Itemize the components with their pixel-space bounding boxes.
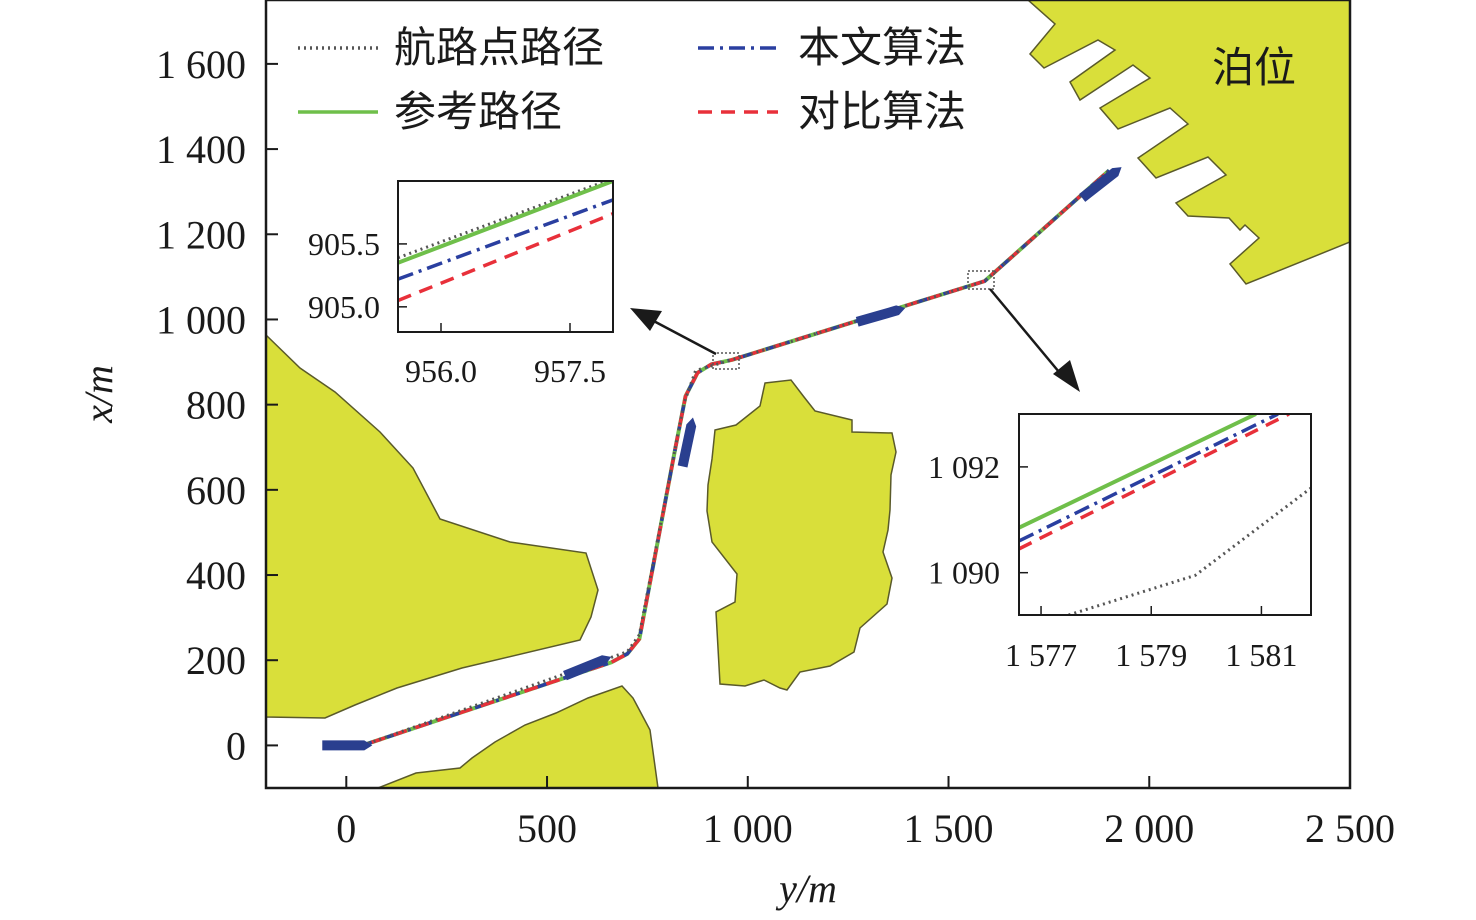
inset-1-ticks: 956.0 957.5 905.0 905.5 — [308, 226, 606, 389]
y-axis-title: x/m — [76, 365, 121, 424]
land-region-south — [377, 685, 659, 788]
inset-2-background — [1019, 414, 1311, 615]
ship-marker — [322, 740, 373, 751]
y-tick-label: 200 — [186, 638, 246, 683]
berth-label: 泊位 — [1212, 43, 1296, 92]
y-tick-label: 600 — [186, 468, 246, 513]
y-tick-label: 800 — [186, 383, 246, 428]
inset-1-series-line — [398, 212, 613, 303]
callout-arrow-1 — [630, 308, 717, 356]
inset-y-tick-label: 1 090 — [928, 555, 1000, 591]
inset-y-tick-label: 905.5 — [308, 226, 380, 262]
x-tick-label: 1 000 — [703, 806, 793, 851]
ship-marker — [563, 655, 612, 681]
inset-1-series-line — [398, 181, 613, 265]
inset-x-tick-label: 1 581 — [1225, 637, 1297, 673]
inset-1: 956.0 957.5 905.0 905.5 — [308, 180, 614, 389]
inset-x-tick-label: 957.5 — [534, 353, 606, 389]
legend-label-reference: 参考路径 — [394, 87, 562, 136]
ship-marker — [1079, 167, 1122, 202]
inset-2-frame — [1018, 413, 1312, 616]
y-tick-label: 1 600 — [156, 42, 246, 87]
inset-2-series-line — [1019, 414, 1257, 530]
inset-y-tick-label: 1 092 — [928, 449, 1000, 485]
x-tick-label: 2 000 — [1104, 806, 1194, 851]
y-tick-label: 1 400 — [156, 127, 246, 172]
legend-label-comparison: 对比算法 — [798, 87, 966, 136]
legend-label-proposed: 本文算法 — [798, 23, 966, 72]
land-region-west — [266, 333, 599, 719]
y-tick-label: 400 — [186, 553, 246, 598]
y-tick-label: 1 200 — [156, 212, 246, 257]
callout-arrow-2 — [989, 288, 1080, 392]
inset-2-series — [1019, 414, 1311, 615]
inset-x-tick-label: 956.0 — [405, 353, 477, 389]
inset-1-series — [398, 181, 613, 303]
legend: 航路点路径 参考路径 本文算法 对比算法 — [298, 23, 966, 136]
inset-2-series-line — [1019, 414, 1290, 551]
inset-1-series-line — [398, 181, 611, 260]
plot-frame — [264, 0, 1352, 790]
x-tick-label: 2 500 — [1305, 806, 1395, 851]
inset-x-tick-label: 1 579 — [1115, 637, 1187, 673]
x-tick-label: 1 500 — [904, 806, 994, 851]
island — [706, 379, 897, 691]
inset-x-tick-label: 1 577 — [1005, 637, 1077, 673]
ship-layer — [322, 167, 1122, 751]
legend-label-waypoint: 航路点路径 — [394, 23, 604, 72]
y-axis-ticks: 0 200 400 600 800 1 000 1 200 1 400 1 600 — [156, 42, 278, 768]
x-axis-title: y/m — [775, 866, 837, 911]
inset-y-tick-label: 905.0 — [308, 289, 380, 325]
focus-box-2 — [967, 270, 995, 290]
x-tick-label: 500 — [517, 806, 577, 851]
inset-2: 1 577 1 579 1 581 1 090 1 092 — [928, 413, 1312, 673]
berth-region — [1026, 0, 1350, 285]
ship-marker — [677, 417, 697, 468]
x-axis-ticks: 0 500 1 000 1 500 2 000 2 500 — [336, 776, 1395, 851]
y-tick-label: 0 — [226, 723, 246, 768]
inset-2-series-line — [1019, 414, 1279, 543]
inset-1-frame — [397, 180, 614, 333]
ship-marker — [855, 305, 906, 327]
inset-1-series-line — [398, 198, 613, 281]
x-tick-label: 0 — [336, 806, 356, 851]
y-tick-label: 1 000 — [156, 297, 246, 342]
inset-2-series-line — [1068, 486, 1311, 615]
focus-box-1 — [712, 352, 740, 370]
inset-2-ticks: 1 577 1 579 1 581 1 090 1 092 — [928, 449, 1297, 673]
